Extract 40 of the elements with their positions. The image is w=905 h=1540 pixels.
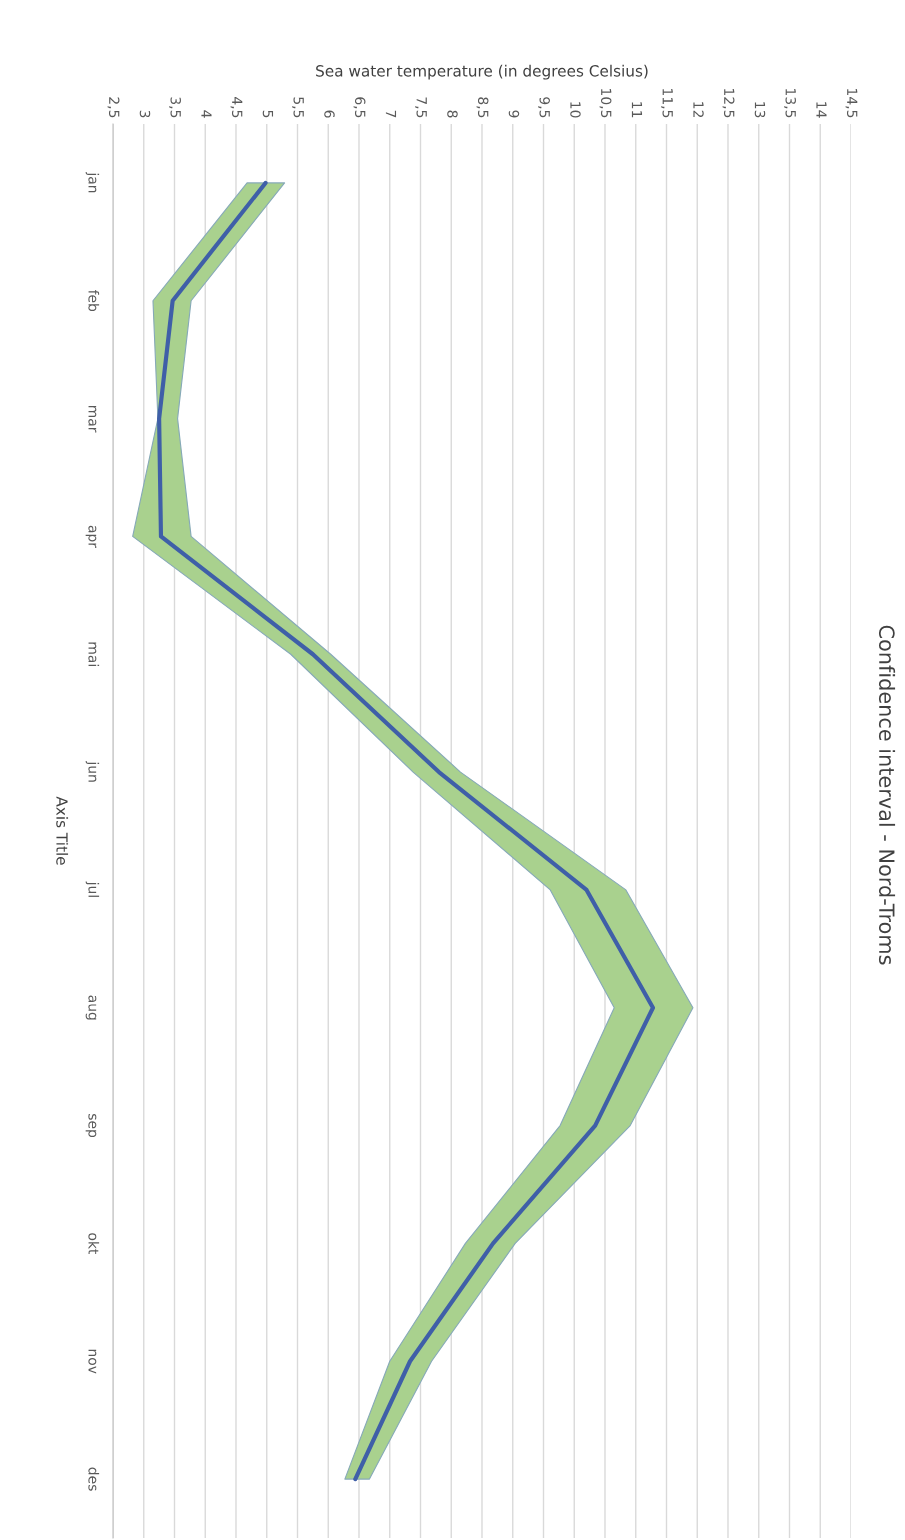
- x-tick-label: 11,5: [661, 89, 673, 118]
- y-tick-label: nov: [88, 1349, 97, 1374]
- x-tick-label: 8: [447, 110, 458, 118]
- x-tick-label: 10: [570, 102, 581, 118]
- y-tick-label: des: [88, 1467, 100, 1491]
- y-tick-label: feb: [88, 289, 100, 312]
- x-axis-title: Sea water temperature (in degrees Celsius): [316, 64, 648, 80]
- x-tick-label: 7: [385, 110, 397, 118]
- x-tick-label: 10,5: [599, 89, 612, 118]
- y-tick-label: mai: [88, 642, 100, 666]
- x-tick-label: 14: [816, 102, 827, 118]
- x-tick-label: 13,5: [784, 89, 796, 118]
- x-tick-label: 8,5: [476, 97, 489, 118]
- x-tick-label: 3,5: [169, 97, 181, 118]
- x-tick-label: 4: [201, 110, 212, 118]
- x-tick-label: 9: [508, 110, 520, 118]
- x-tick-label: 6: [324, 110, 335, 118]
- x-tick-label: 13: [754, 102, 766, 118]
- x-tick-label: 12,5: [722, 89, 735, 118]
- y-tick-label: apr: [85, 525, 97, 548]
- y-tick-label: aug: [85, 995, 97, 1020]
- x-tick-label: 14,5: [845, 89, 858, 118]
- x-tick-label: 3: [139, 110, 151, 118]
- x-tick-label: 12: [693, 102, 704, 118]
- x-tick-label: 5,5: [292, 97, 304, 118]
- y-tick-label: mar: [88, 405, 97, 433]
- y-tick-label: jul: [85, 881, 100, 897]
- x-tick-label: 11: [631, 102, 643, 118]
- y-tick-label: sep: [85, 1114, 97, 1138]
- y-tick-label: jun: [85, 761, 100, 782]
- x-tick-label: 9,5: [538, 97, 550, 118]
- y-tick-label: okt: [88, 1233, 100, 1255]
- x-tick-label: 5: [262, 110, 274, 118]
- x-tick-label: 6,5: [353, 97, 366, 118]
- y-tick-label: jan: [85, 172, 100, 193]
- text: Confidence interval - Nord-Troms: [878, 625, 896, 965]
- x-tick-label: 4,5: [230, 97, 243, 118]
- x-tick-label: 2,5: [107, 97, 120, 118]
- x-tick-label: 7,5: [415, 97, 427, 118]
- y-axis-title: Axis Title: [56, 796, 69, 865]
